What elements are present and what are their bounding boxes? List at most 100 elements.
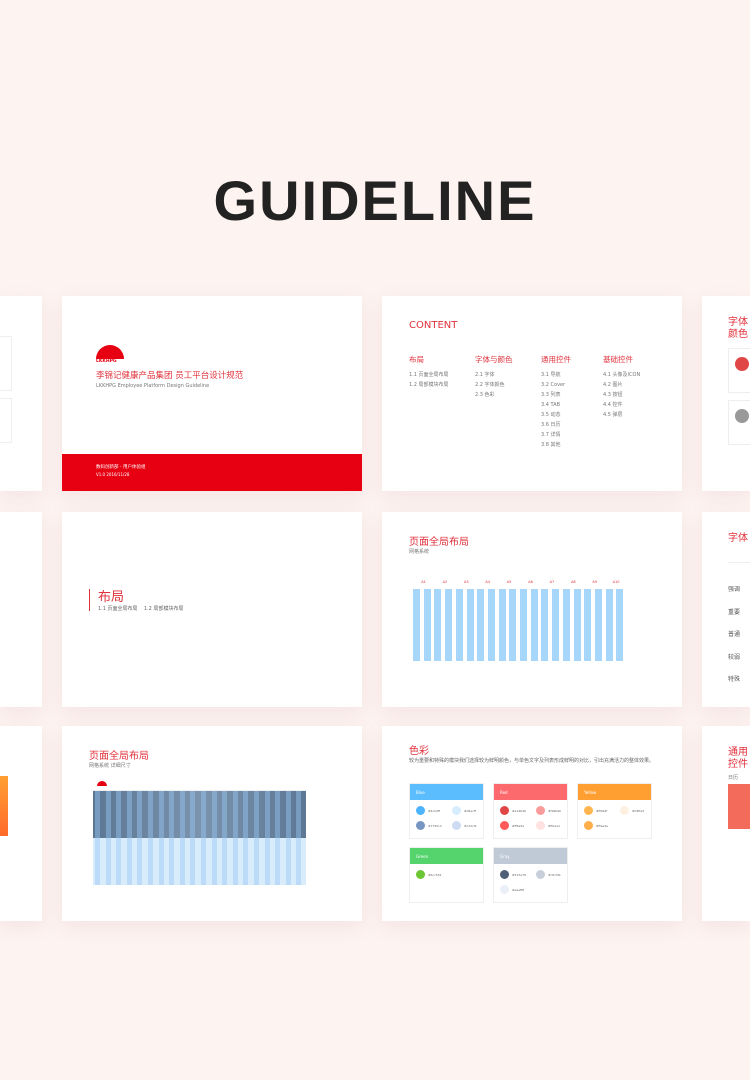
color-swatch bbox=[500, 806, 509, 815]
grid-column bbox=[477, 589, 485, 661]
slide-section-layout[interactable]: 布局 1.1 页面全局布局 1.2 局部模块布局 bbox=[62, 512, 362, 707]
toc-title: 基础控件 bbox=[603, 355, 633, 364]
color-group-name: Green bbox=[416, 854, 429, 859]
slide-partial-left-1[interactable] bbox=[0, 296, 42, 491]
grid-label: A3 bbox=[463, 580, 469, 584]
color-swatch bbox=[584, 821, 593, 830]
slide-cover[interactable]: LKKHPG 李锦记健康产品集团 员工平台设计规范 LKKHPG Employe… bbox=[62, 296, 362, 491]
toc-item[interactable]: 3.4 TAB bbox=[541, 402, 561, 408]
grid-column bbox=[423, 589, 431, 661]
toc-item[interactable]: 3.1 导航 bbox=[541, 372, 561, 378]
toc-item[interactable]: 2.3 色彩 bbox=[475, 392, 495, 398]
slide-title: 字体颜色 bbox=[728, 317, 748, 340]
grid-overlay-column bbox=[169, 791, 175, 885]
grid-overlay-column bbox=[105, 791, 111, 885]
toc-item[interactable]: 3.5 动态 bbox=[541, 412, 561, 418]
slide-title: 色彩 bbox=[409, 746, 429, 757]
toc-item[interactable]: 2.1 字体 bbox=[475, 372, 495, 378]
slide-content[interactable]: CONTENT 布局 1.1 页面全局布局 1.2 局部模块布局 字体与颜色 2.1 … bbox=[382, 296, 682, 491]
color-swatch bbox=[416, 821, 425, 830]
grid-overlay-column bbox=[158, 791, 164, 885]
font-level: 普通 bbox=[728, 631, 741, 638]
color-group-name: Red bbox=[500, 790, 508, 795]
toc-item[interactable]: 4.3 按钮 bbox=[603, 392, 623, 398]
grid-column bbox=[573, 589, 581, 661]
grid-overlay-column bbox=[137, 791, 143, 885]
grid-overlay-column bbox=[296, 791, 302, 885]
toc-item[interactable]: 1.1 页面全局布局 bbox=[409, 372, 449, 378]
red-dot-icon bbox=[735, 357, 749, 371]
slide-partial-left-3[interactable] bbox=[0, 726, 42, 921]
color-card bbox=[728, 400, 750, 445]
grid-overlay-column bbox=[275, 791, 281, 885]
cover-dept: 数码创新部 - 用户体验组 bbox=[96, 465, 146, 470]
toc-item[interactable]: 4.2 图片 bbox=[603, 382, 623, 388]
slide-grid-detail[interactable]: 页面全局布局 网格系统 详细尺寸 bbox=[62, 726, 362, 921]
toc-item[interactable]: 4.4 控件 bbox=[603, 402, 623, 408]
mock-content bbox=[93, 838, 306, 885]
grid-column bbox=[594, 589, 602, 661]
color-group-name: Gray bbox=[500, 854, 510, 859]
color-group-gray: Gray #515e78 #c8cfdb #eaeff8 bbox=[493, 847, 568, 903]
slide-colors[interactable]: 色彩 较为重要和特殊的模块我们选择较为鲜明颜色，与单色文字及列表形成鲜明的对比，… bbox=[382, 726, 682, 921]
grid-overlay-column bbox=[232, 791, 238, 885]
orange-panel bbox=[0, 776, 8, 836]
color-hex: #eaeff8 bbox=[512, 888, 525, 892]
color-hex: #7795c3 bbox=[428, 824, 442, 828]
grid-overlay-column bbox=[190, 791, 196, 885]
grid-overlay-column bbox=[126, 791, 132, 885]
grid-column bbox=[616, 589, 624, 661]
grid-overlay-column bbox=[243, 791, 249, 885]
grid-overlay-column bbox=[201, 791, 206, 885]
grid-column bbox=[455, 589, 463, 661]
slide-partial-controls[interactable]: 通用控件 日历 bbox=[702, 726, 750, 921]
grid-overlay-column bbox=[116, 791, 122, 885]
grid-label: A10 bbox=[612, 580, 620, 584]
grid-overlay-column bbox=[211, 791, 217, 885]
toc-item[interactable]: 3.6 日历 bbox=[541, 422, 561, 428]
color-hex: #ffb64f bbox=[596, 809, 608, 813]
slide-title: 页面全局布局 bbox=[409, 537, 469, 548]
slide-partial-font[interactable]: 字体 强调 重要 普通 较弱 特殊 bbox=[702, 512, 750, 707]
grid-overlay-column bbox=[95, 791, 100, 885]
divider bbox=[728, 562, 750, 563]
mock-navbar bbox=[93, 778, 306, 791]
slide-partial-font-color[interactable]: 字体颜色 bbox=[702, 296, 750, 491]
section-items: 1.1 页面全局布局 1.2 局部模块布局 bbox=[98, 606, 184, 612]
toc-item[interactable]: 4.5 弹层 bbox=[603, 412, 623, 418]
slide-partial-left-2[interactable] bbox=[0, 512, 42, 707]
color-card bbox=[728, 348, 750, 393]
toc-item[interactable]: 3.2 Cover bbox=[541, 382, 566, 388]
toc-title: 通用控件 bbox=[541, 355, 571, 364]
color-card bbox=[0, 336, 12, 391]
grid-column bbox=[498, 589, 506, 661]
grid-label: A6 bbox=[528, 580, 533, 584]
toc-column: 布局 1.1 页面全局布局 1.2 局部模块布局 bbox=[409, 354, 449, 390]
grid-column bbox=[413, 589, 420, 661]
grid-column bbox=[520, 589, 527, 661]
slide-title: 字体 bbox=[728, 533, 748, 544]
grid-label: A8 bbox=[570, 580, 576, 584]
grid-overlay-column bbox=[285, 791, 291, 885]
color-swatch bbox=[620, 806, 629, 815]
toc-item[interactable]: 3.7 详情 bbox=[541, 432, 561, 438]
toc-item[interactable]: 1.2 局部模块布局 bbox=[409, 382, 449, 388]
color-group-blue: Blue #4cb4ff #d6ecff #7795c3 #cddcf2 bbox=[409, 783, 484, 839]
grid-column bbox=[552, 589, 560, 661]
grid-column bbox=[445, 589, 453, 661]
toc-item[interactable]: 2.2 字体颜色 bbox=[475, 382, 505, 388]
toc-item[interactable]: 3.3 列表 bbox=[541, 392, 561, 398]
cover-subtitle: LKKHPG Employee Platform Design Guidelin… bbox=[96, 383, 210, 389]
color-hex: #c8cfdb bbox=[548, 873, 561, 877]
color-swatch bbox=[452, 821, 461, 830]
toc-item[interactable]: 4.1 头像及ICON bbox=[603, 372, 641, 378]
color-hex: #d6ecff bbox=[464, 809, 476, 813]
grid-overlay-column bbox=[264, 791, 270, 885]
color-swatch bbox=[536, 870, 545, 879]
toc-item[interactable]: 3.8 其他 bbox=[541, 442, 561, 448]
color-hex: #fdf0e3 bbox=[632, 809, 645, 813]
color-hex: #f99b9b bbox=[548, 809, 562, 813]
grid-column bbox=[434, 589, 442, 661]
slide-grid-system[interactable]: 页面全局布局 网格系统 A1 A2 A3 A4 A5 A6 A7 A8 A9 A10 bbox=[382, 512, 682, 707]
grid-overlay-column bbox=[148, 791, 153, 885]
